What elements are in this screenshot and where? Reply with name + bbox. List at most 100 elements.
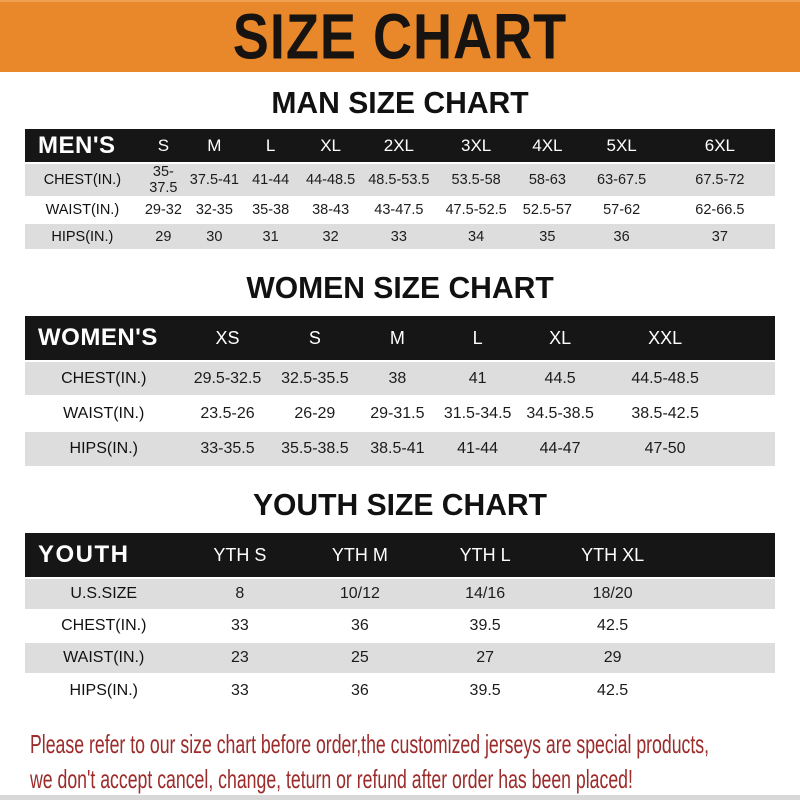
size-value: 29-31.5	[357, 395, 438, 431]
size-column-header: YTH M	[297, 533, 423, 578]
row-label: HIPS(IN.)	[25, 222, 140, 249]
size-value: 18/20	[547, 577, 678, 610]
size-column-header: XS	[182, 316, 273, 361]
youth-section-heading: YOUTH SIZE CHART	[252, 487, 548, 522]
men-table-label: MEN'S	[25, 129, 140, 163]
youth-size-chart-section: YOUTH SIZE CHART YOUTH YTH S YTH M YTH L YTH…	[0, 487, 800, 706]
size-value: 58-63	[516, 162, 579, 197]
size-value: 31	[241, 222, 300, 249]
size-column-header: YTH S	[182, 533, 298, 578]
size-value: 25	[297, 641, 423, 674]
size-value: 32.5-35.5	[272, 360, 358, 396]
filler-cell	[677, 609, 775, 642]
size-column-header: XL	[517, 316, 603, 361]
men-table-row: HIPS(IN.) 29 30 31 32 33 34 35 36 37	[25, 222, 775, 249]
size-value: 42.5	[547, 609, 678, 642]
size-value: 33	[182, 673, 298, 706]
women-size-table: WOMEN'S XS S M L XL XXL CHEST(IN.) 29.5-32.5 32.5…	[25, 316, 775, 466]
size-value: 30	[187, 222, 242, 249]
women-table-row: CHEST(IN.) 29.5-32.5 32.5-35.5 38 41 44.5 44.5…	[25, 360, 775, 396]
size-value: 36	[297, 609, 423, 642]
size-value: 31.5-34.5	[437, 395, 518, 431]
size-value: 47-50	[602, 430, 728, 466]
size-value: 8	[182, 577, 298, 610]
size-value: 39.5	[422, 673, 548, 706]
size-value: 38-43	[299, 196, 362, 223]
filler-cell	[727, 430, 775, 466]
size-value: 62-66.5	[664, 196, 775, 223]
women-section-heading: WOMEN SIZE CHART	[246, 270, 554, 305]
size-value: 34	[435, 222, 517, 249]
size-value: 42.5	[547, 673, 678, 706]
size-column-header: YTH XL	[547, 533, 678, 578]
disclaimer-note: Please refer to our size chart before or…	[30, 727, 800, 797]
youth-table-row: WAIST(IN.) 23 25 27 29	[25, 641, 775, 674]
size-value: 52.5-57	[516, 196, 579, 223]
size-value: 26-29	[272, 395, 358, 431]
banner-title: SIZE CHART	[232, 1, 568, 73]
size-value: 44.5-48.5	[602, 360, 728, 396]
women-table-row: WAIST(IN.) 23.5-26 26-29 29-31.5 31.5-34.5 34…	[25, 395, 775, 431]
size-value: 32-35	[187, 196, 242, 223]
size-value: 36	[578, 222, 665, 249]
men-table-row: WAIST(IN.) 29-32 32-35 35-38 38-43 43-47.5 47.…	[25, 196, 775, 223]
men-header-row: MEN'S S M L XL 2XL 3XL 4XL 5XL 6XL	[25, 129, 775, 163]
size-column-header: M	[187, 129, 242, 163]
size-value: 44-47	[517, 430, 603, 466]
size-value: 53.5-58	[435, 162, 517, 197]
size-value: 41-44	[241, 162, 300, 197]
size-value: 44-48.5	[299, 162, 362, 197]
size-value: 29-32	[139, 196, 187, 223]
size-value: 10/12	[297, 577, 423, 610]
women-table-label: WOMEN'S	[25, 316, 183, 361]
women-table-row: HIPS(IN.) 33-35.5 35.5-38.5 38.5-41 41-44 44-…	[25, 430, 775, 466]
size-value: 63-67.5	[578, 162, 665, 197]
size-column-header: 6XL	[664, 129, 775, 163]
size-value: 41-44	[437, 430, 518, 466]
size-column-header: L	[437, 316, 518, 361]
men-size-table: MEN'S S M L XL 2XL 3XL 4XL 5XL 6XL CHEST(IN.) 35-37…	[25, 129, 775, 249]
size-value: 29	[139, 222, 187, 249]
women-size-chart-section: WOMEN SIZE CHART WOMEN'S XS S M L XL XXL CHEST(…	[0, 270, 800, 466]
size-column-header: 2XL	[361, 129, 436, 163]
men-table-row: CHEST(IN.) 35-37.5 37.5-41 41-44 44-48.5 48.5…	[25, 162, 775, 197]
bottom-edge-strip	[0, 795, 800, 800]
filler-header-cell	[727, 316, 775, 361]
size-value: 38.5-41	[357, 430, 438, 466]
size-value: 23	[182, 641, 298, 674]
disclaimer-line-2: we don't accept cancel, change, teturn o…	[30, 764, 633, 794]
size-value: 67.5-72	[664, 162, 775, 197]
size-value: 33-35.5	[182, 430, 273, 466]
size-column-header: S	[139, 129, 187, 163]
size-column-header: 4XL	[516, 129, 579, 163]
filler-cell	[677, 673, 775, 706]
size-value: 37	[664, 222, 775, 249]
size-column-header: L	[241, 129, 300, 163]
size-value: 29	[547, 641, 678, 674]
size-value: 23.5-26	[182, 395, 273, 431]
row-label: WAIST(IN.)	[25, 395, 183, 431]
size-value: 32	[299, 222, 362, 249]
row-label: WAIST(IN.)	[25, 196, 140, 223]
disclaimer-line-1: Please refer to our size chart before or…	[30, 729, 710, 759]
row-label: U.S.SIZE	[25, 577, 183, 610]
filler-header-cell	[677, 533, 775, 578]
size-value: 44.5	[517, 360, 603, 396]
youth-table-row: CHEST(IN.) 33 36 39.5 42.5	[25, 609, 775, 642]
size-column-header: 5XL	[578, 129, 665, 163]
size-value: 27	[422, 641, 548, 674]
youth-table-row: U.S.SIZE 8 10/12 14/16 18/20	[25, 577, 775, 610]
filler-cell	[677, 577, 775, 610]
size-value: 29.5-32.5	[182, 360, 273, 396]
size-column-header: XXL	[602, 316, 728, 361]
size-value: 48.5-53.5	[361, 162, 436, 197]
size-value: 57-62	[578, 196, 665, 223]
size-column-header: YTH L	[422, 533, 548, 578]
size-column-header: XL	[299, 129, 362, 163]
men-size-chart-section: MAN SIZE CHART MEN'S S M L XL 2XL 3XL 4XL 5XL 6XL…	[0, 85, 800, 249]
size-column-header: M	[357, 316, 438, 361]
size-value: 14/16	[422, 577, 548, 610]
filler-cell	[677, 641, 775, 674]
youth-size-table: YOUTH YTH S YTH M YTH L YTH XL U.S.SIZE 8 10/12…	[25, 533, 775, 706]
size-value: 35-38	[241, 196, 300, 223]
